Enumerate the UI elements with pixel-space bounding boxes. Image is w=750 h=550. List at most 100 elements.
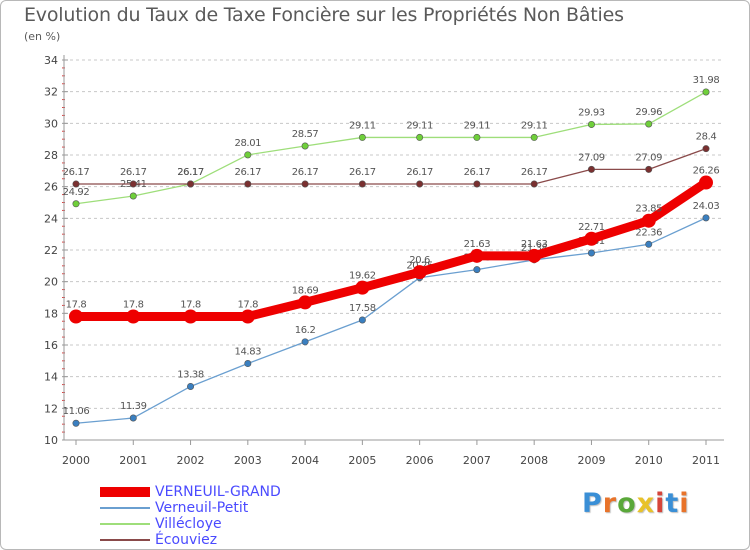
logo-letter: r xyxy=(602,488,618,519)
data-point xyxy=(301,180,309,188)
y-tick-label: 34 xyxy=(44,54,58,67)
x-tick-label: 2011 xyxy=(692,454,720,467)
data-point xyxy=(187,382,195,390)
x-tick-label: 2001 xyxy=(119,454,147,467)
data-label: 11.06 xyxy=(63,406,90,417)
data-point xyxy=(699,175,713,190)
data-label: 27.09 xyxy=(578,152,605,163)
data-point xyxy=(527,248,542,263)
line-chart: 10 12 14 16 18 20 22 24 26 28 30 32 34 2000 2001 2002 20… xyxy=(44,54,724,467)
data-label: 16.2 xyxy=(295,325,316,336)
chart-subtitle: (en %) xyxy=(24,30,61,43)
data-point xyxy=(298,295,313,310)
data-label: 29.11 xyxy=(406,120,433,131)
series-line-villécloye xyxy=(75,91,707,205)
y-tick-label: 30 xyxy=(44,117,58,130)
data-label: 26.17 xyxy=(63,167,90,178)
data-point xyxy=(301,142,309,150)
logo-letter: i xyxy=(679,488,690,519)
y-tick-label: 10 xyxy=(44,434,58,447)
data-label: 26.17 xyxy=(406,167,433,178)
data-label: 17.8 xyxy=(180,300,201,311)
x-tick-label: 2006 xyxy=(406,454,434,467)
data-point xyxy=(473,133,481,141)
data-point xyxy=(587,249,595,257)
data-label: 26.17 xyxy=(521,167,548,178)
data-label: 26.26 xyxy=(693,166,720,177)
y-tick-label: 28 xyxy=(44,149,58,162)
legend-swatch xyxy=(100,487,150,497)
logo-letter: t xyxy=(665,488,680,519)
y-tick-label: 24 xyxy=(44,212,58,225)
logo-letter: o xyxy=(617,488,637,519)
data-point xyxy=(702,88,710,96)
data-label: 21.63 xyxy=(521,239,548,250)
data-label: 21.63 xyxy=(464,239,491,250)
data-point xyxy=(645,165,653,173)
y-tick-label: 20 xyxy=(44,276,58,289)
data-label: 17.8 xyxy=(66,300,87,311)
series-line-écouviez xyxy=(76,148,707,185)
y-tick-label: 22 xyxy=(44,244,58,257)
data-point xyxy=(702,145,710,153)
data-label: 24.92 xyxy=(63,187,90,198)
data-point xyxy=(187,180,195,188)
data-point xyxy=(244,180,252,188)
y-tick-label: 26 xyxy=(44,181,58,194)
x-tick-label: 2010 xyxy=(635,454,663,467)
data-label: 26.17 xyxy=(349,167,376,178)
legend-label: Villécloye xyxy=(155,516,222,532)
data-point xyxy=(587,165,595,173)
x-tick-label: 2003 xyxy=(234,454,262,467)
x-tick-label: 2008 xyxy=(520,454,548,467)
x-tick-label: 2007 xyxy=(463,454,491,467)
data-point xyxy=(244,151,252,159)
data-point xyxy=(530,180,538,188)
x-tick-label: 2000 xyxy=(62,454,90,467)
data-point xyxy=(183,309,198,324)
data-label: 26.17 xyxy=(120,167,147,178)
data-label: 26.17 xyxy=(177,167,204,178)
data-point xyxy=(702,214,710,222)
data-point xyxy=(129,192,137,200)
legend: VERNEUIL-GRAND Verneuil-Petit Villécloye Éc… xyxy=(100,484,400,548)
x-tick-label: 2004 xyxy=(291,454,319,467)
data-label: 26.17 xyxy=(292,167,319,178)
data-point xyxy=(72,180,80,188)
data-point xyxy=(358,316,366,324)
data-label: 23.85 xyxy=(635,204,662,215)
proxiti-logo: Proxiti xyxy=(582,488,690,519)
data-point xyxy=(473,266,481,274)
y-tick-label: 16 xyxy=(44,339,58,352)
data-label: 21.38 xyxy=(521,243,548,254)
y-tick-label: 32 xyxy=(44,86,58,99)
data-point xyxy=(244,360,252,368)
data-label: 17.8 xyxy=(123,300,144,311)
data-label: 11.39 xyxy=(120,401,147,412)
data-point xyxy=(473,180,481,188)
data-point xyxy=(72,200,80,208)
y-tick-label: 14 xyxy=(44,371,58,384)
legend-swatch xyxy=(100,507,150,509)
data-label: 17.8 xyxy=(237,300,258,311)
chart-title: Evolution du Taux de Taxe Foncière sur l… xyxy=(24,4,624,26)
data-label: 29.96 xyxy=(635,107,662,118)
data-point xyxy=(641,213,656,228)
logo-letter: P xyxy=(582,488,603,519)
data-point xyxy=(240,309,255,324)
data-label: 24.03 xyxy=(693,201,720,212)
data-point xyxy=(584,231,599,246)
data-label: 20.6 xyxy=(409,255,430,266)
data-point xyxy=(412,265,427,280)
data-point xyxy=(530,133,538,141)
x-tick-label: 2009 xyxy=(577,454,605,467)
data-point xyxy=(301,338,309,346)
data-point xyxy=(72,419,80,427)
logo-letter: x xyxy=(636,488,656,519)
data-point xyxy=(129,180,137,188)
data-point xyxy=(416,133,424,141)
x-tick-label: 2005 xyxy=(348,454,376,467)
data-label: 28.4 xyxy=(696,132,717,143)
data-label: 26.17 xyxy=(234,167,261,178)
legend-swatch xyxy=(100,539,150,541)
